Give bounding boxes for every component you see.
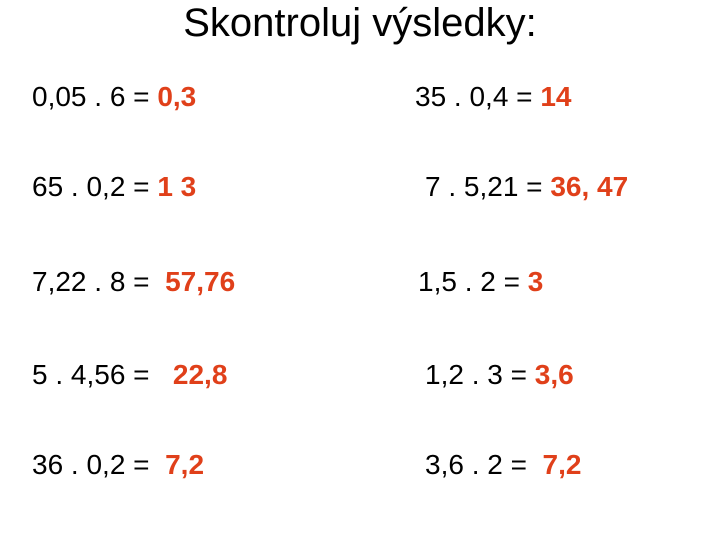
answer: 7,2 [542,449,582,480]
exercise: 7,22 . 8 = 57,76 [32,265,235,299]
answer: 14 [540,81,572,112]
answer: 3 [527,266,544,297]
expression: 3,6 . 2 = [425,449,527,480]
expression: 1,2 . 3 = [425,359,527,390]
exercise: 36 . 0,2 = 7,2 [32,448,204,482]
exercise: 65 . 0,2 = 1 3 [32,170,196,204]
answer: 57,76 [165,266,236,297]
answer: 0,3 [157,81,197,112]
expression: 7,22 . 8 = [32,266,150,297]
exercise: 7 . 5,21 = 36, 47 [425,170,628,204]
exercise: 1,2 . 3 = 3,6 [425,358,574,392]
expression: 1,5 . 2 = [418,266,520,297]
exercise: 5 . 4,56 = 22,8 [32,358,227,392]
answer: 7,2 [165,449,205,480]
answer: 36, 47 [550,171,629,202]
exercise: 35 . 0,4 = 14 [415,80,571,114]
answer: 22,8 [172,359,228,390]
expression: 35 . 0,4 = [415,81,533,112]
exercise: 0,05 . 6 = 0,3 [32,80,196,114]
expression: 7 . 5,21 = [425,171,543,202]
exercise: 1,5 . 2 = 3 [418,265,543,299]
slide-title: Skontroluj výsledky: [183,1,537,45]
answer: 1 3 [157,171,197,202]
answer: 3,6 [534,359,574,390]
expression: 65 . 0,2 = [32,171,150,202]
expression: 0,05 . 6 = [32,81,150,112]
expression: 36 . 0,2 = [32,449,150,480]
expression: 5 . 4,56 = [32,359,150,390]
exercise: 3,6 . 2 = 7,2 [425,448,581,482]
